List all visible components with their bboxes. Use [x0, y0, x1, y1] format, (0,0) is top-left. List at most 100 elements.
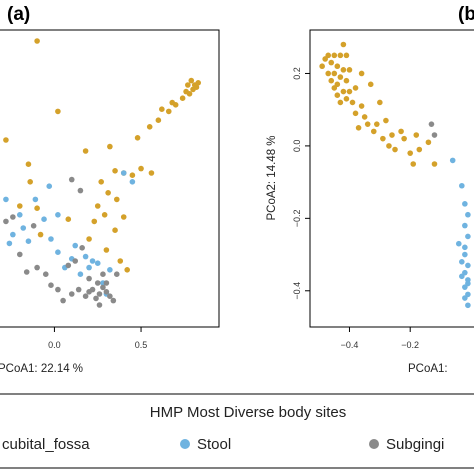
- data-point-antecubital-fossa: [91, 218, 98, 225]
- panel-a-x-ticks: 0.0 0.5: [48, 327, 147, 350]
- data-point-antecubital-fossa: [86, 236, 92, 242]
- legend-marker-subgingival-plaque: [369, 439, 379, 449]
- data-point-stool: [86, 264, 92, 271]
- data-point-subgingival-plaque: [79, 245, 85, 251]
- data-point-stool: [55, 249, 61, 255]
- data-point-antecubital-fossa: [325, 70, 332, 77]
- data-point-antecubital-fossa: [358, 103, 365, 109]
- data-point-antecubital-fossa: [27, 179, 33, 185]
- data-point-stool: [46, 183, 53, 189]
- data-point-stool: [82, 253, 89, 260]
- data-point-stool: [465, 262, 471, 269]
- data-point-antecubital-fossa: [331, 70, 338, 77]
- data-point-antecubital-fossa: [416, 146, 423, 153]
- data-point-stool: [462, 244, 468, 251]
- data-point-antecubital-fossa: [120, 214, 127, 220]
- data-point-antecubital-fossa: [337, 99, 344, 106]
- data-point-antecubital-fossa: [334, 92, 341, 98]
- data-point-stool: [459, 273, 465, 280]
- data-point-antecubital-fossa: [34, 38, 40, 44]
- data-point-stool: [462, 251, 468, 258]
- data-point-subgingival-plaque: [428, 121, 435, 127]
- data-point-antecubital-fossa: [185, 82, 191, 88]
- data-point-subgingival-plaque: [103, 289, 110, 295]
- panel-b-label: (b: [458, 4, 474, 25]
- data-point-antecubital-fossa: [340, 41, 347, 48]
- data-point-stool: [25, 238, 32, 244]
- panel-a-label: (a): [7, 4, 30, 25]
- data-point-subgingival-plaque: [68, 291, 75, 297]
- data-point-subgingival-plaque: [110, 297, 117, 304]
- panel-b-x-axis-title: PCoA1:: [408, 363, 448, 375]
- data-point-antecubital-fossa: [101, 212, 108, 218]
- legend-label-subgingival-plaque: Subgingi: [386, 436, 444, 453]
- data-point-antecubital-fossa: [105, 190, 111, 196]
- data-point-antecubital-fossa: [195, 80, 202, 86]
- data-point-antecubital-fossa: [55, 108, 61, 115]
- data-point-antecubital-fossa: [343, 96, 350, 102]
- data-point-antecubital-fossa: [159, 106, 165, 112]
- data-point-antecubital-fossa: [352, 110, 359, 117]
- panel-a: (a) 0.0 0.5 PCoA1: 22.14 %: [0, 4, 220, 375]
- legend-label-stool: Stool: [197, 436, 231, 453]
- data-point-antecubital-fossa: [165, 108, 172, 115]
- data-point-antecubital-fossa: [146, 124, 153, 130]
- data-point-subgingival-plaque: [107, 293, 113, 300]
- data-point-stool: [41, 216, 47, 222]
- data-point-antecubital-fossa: [107, 143, 113, 150]
- data-point-antecubital-fossa: [188, 77, 195, 84]
- data-point-stool: [459, 182, 465, 189]
- data-point-antecubital-fossa: [346, 88, 353, 95]
- data-point-stool: [20, 225, 27, 231]
- data-point-subgingival-plaque: [65, 262, 72, 269]
- data-point-subgingival-plaque: [55, 286, 61, 293]
- data-point-stool: [6, 240, 13, 247]
- data-point-antecubital-fossa: [410, 161, 417, 167]
- data-point-stool: [120, 170, 127, 176]
- data-point-antecubital-fossa: [169, 99, 176, 106]
- data-point-antecubital-fossa: [337, 74, 344, 80]
- data-point-antecubital-fossa: [98, 179, 105, 185]
- panel-b: (b −0.4 −0.2 −0.4 −0.2 0.0 0.2 PCoA1: PCoA2: …: [266, 4, 474, 375]
- legend-box: [0, 393, 474, 469]
- data-point-stool: [465, 211, 471, 218]
- data-point-stool: [107, 267, 113, 273]
- data-point-antecubital-fossa: [425, 139, 432, 146]
- data-point-subgingival-plaque: [16, 251, 23, 258]
- panel-b-y-axis-title: PCoA2: 14.48 %: [266, 135, 278, 220]
- data-point-antecubital-fossa: [94, 203, 101, 209]
- data-point-antecubital-fossa: [82, 148, 89, 154]
- data-point-subgingival-plaque: [103, 280, 110, 286]
- data-point-antecubital-fossa: [346, 67, 353, 73]
- data-point-antecubital-fossa: [380, 135, 386, 142]
- data-point-antecubital-fossa: [319, 63, 325, 70]
- legend-marker-stool: [180, 439, 190, 449]
- data-point-stool: [455, 240, 462, 247]
- data-point-subgingival-plaque: [77, 187, 84, 194]
- data-point-stool: [10, 231, 16, 238]
- panel-a-plot-frame: [0, 29, 220, 328]
- data-point-subgingival-plaque: [42, 271, 49, 278]
- data-point-antecubital-fossa: [117, 258, 124, 264]
- data-point-antecubital-fossa: [361, 114, 368, 120]
- data-point-antecubital-fossa: [367, 81, 374, 88]
- data-point-subgingival-plaque: [93, 295, 99, 302]
- data-point-subgingival-plaque: [30, 223, 37, 229]
- data-point-subgingival-plaque: [10, 214, 16, 220]
- panel-a-points: [3, 38, 202, 308]
- data-point-antecubital-fossa: [355, 124, 362, 131]
- legend: HMP Most Diverse body sites cubital_foss…: [0, 393, 474, 469]
- data-point-antecubital-fossa: [148, 170, 155, 176]
- data-point-subgingival-plaque: [3, 218, 9, 225]
- data-point-antecubital-fossa: [325, 52, 332, 59]
- data-point-antecubital-fossa: [377, 99, 383, 106]
- data-point-antecubital-fossa: [16, 203, 23, 209]
- data-point-antecubital-fossa: [374, 121, 380, 127]
- data-point-antecubital-fossa: [343, 77, 350, 84]
- panel-a-x-axis-title: PCoA1: 22.14 %: [0, 363, 83, 375]
- panel-b-ticks: −0.4 −0.2 −0.4 −0.2 0.0 0.2: [292, 67, 419, 350]
- data-point-subgingival-plaque: [23, 269, 30, 275]
- data-point-antecubital-fossa: [392, 146, 398, 153]
- data-point-subgingival-plaque: [431, 132, 438, 138]
